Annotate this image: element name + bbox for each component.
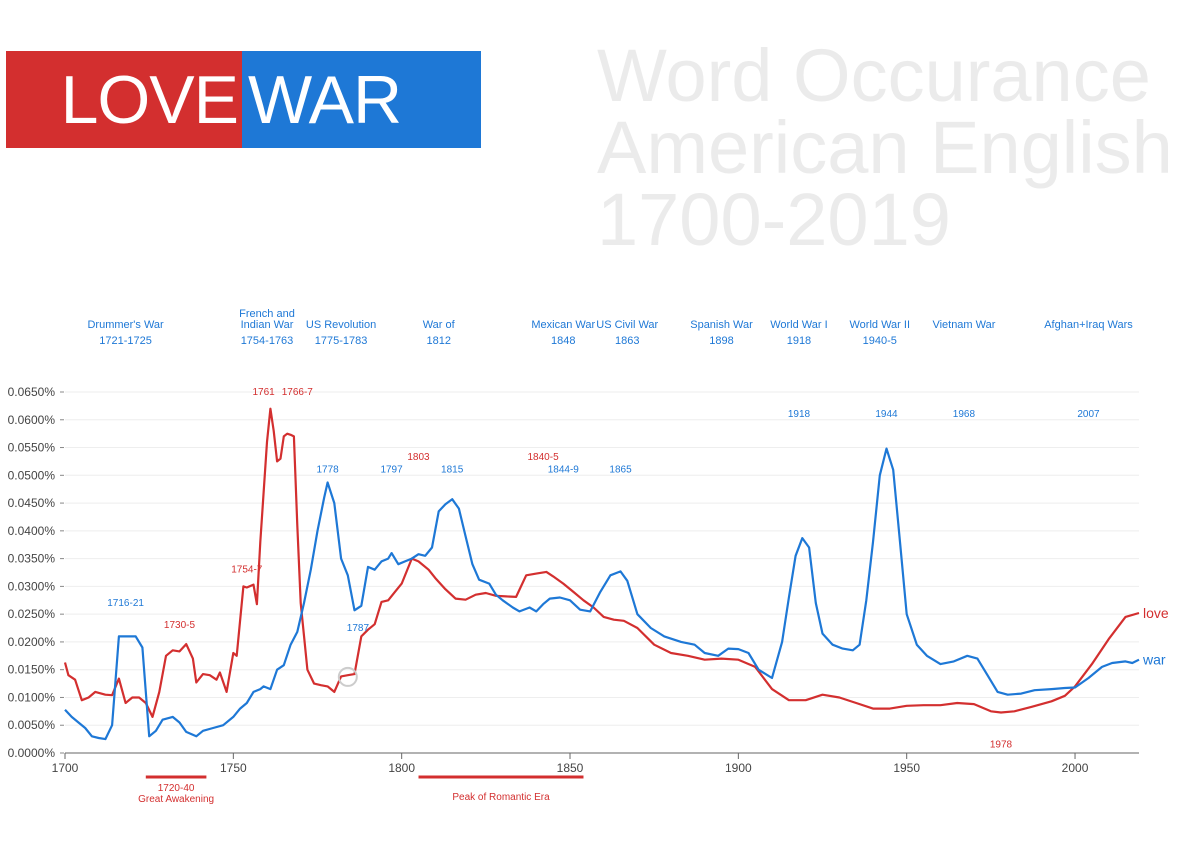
peak-annotation: 1797 (380, 465, 403, 476)
peak-annotation: 1918 (788, 409, 811, 420)
y-tick-label: 0.0550% (8, 441, 56, 455)
logo-love-text: LOVE (60, 61, 239, 138)
war-header-name: US Revolution (306, 319, 376, 331)
y-tick-label: 0.0300% (8, 579, 56, 593)
series-line-war (64, 447, 1140, 741)
series-label-love: love (1143, 605, 1169, 621)
peak-annotation: 1766-7 (282, 387, 314, 398)
period-label: Peak of Romantic Era (452, 792, 550, 803)
logo-war-block: WAR (242, 51, 481, 148)
war-header-year: 1721-1725 (99, 335, 152, 347)
y-tick-label: 0.0450% (8, 496, 56, 510)
peak-annotation: 1778 (316, 465, 339, 476)
y-tick-label: 0.0100% (8, 690, 56, 704)
war-header-year: 1848 (551, 335, 575, 347)
series-line-love (63, 407, 1140, 718)
y-tick-label: 0.0600% (8, 413, 56, 427)
y-tick-label: 0.0650% (8, 385, 56, 399)
y-tick-label: 0.0350% (8, 552, 56, 566)
y-tick-label: 0.0200% (8, 635, 56, 649)
peak-annotation: 1730-5 (164, 620, 196, 631)
y-tick-label: 0.0050% (8, 718, 56, 732)
y-tick-label: 0.0400% (8, 524, 56, 538)
page-title: Word Occurance American English 1700-201… (597, 34, 1197, 261)
peak-annotation: 1803 (407, 452, 430, 463)
y-tick-label: 0.0250% (8, 607, 56, 621)
peak-annotation: 1815 (441, 465, 464, 476)
war-header-year: 1898 (709, 335, 733, 347)
peak-annotation: 1787 (347, 623, 370, 634)
x-tick-label: 1950 (893, 761, 920, 775)
war-header-name: Indian War (241, 319, 294, 331)
peak-annotation: 1865 (609, 465, 632, 476)
peak-annotation: 1716-21 (107, 598, 144, 609)
logo-war-text: WAR (248, 61, 402, 138)
peak-annotation: 2007 (1077, 409, 1100, 420)
period-label: 1720-40 (158, 783, 195, 794)
x-tick-label: 2000 (1062, 761, 1089, 775)
x-tick-label: 1900 (725, 761, 752, 775)
x-tick-label: 1800 (388, 761, 415, 775)
title-line: 1700-2019 (597, 178, 951, 261)
x-tick-label: 1750 (220, 761, 247, 775)
peak-annotation: 1944 (875, 409, 898, 420)
war-header-name: World War I (770, 319, 827, 331)
war-header-name: Spanish War (690, 319, 753, 331)
war-header-name: Vietnam War (932, 319, 995, 331)
peak-annotation: 1978 (990, 739, 1013, 750)
war-header-name: Drummer's War (87, 319, 164, 331)
peak-annotation: 1761 (253, 387, 276, 398)
period-label: Great Awakening (138, 794, 214, 805)
peak-annotation: 1968 (953, 409, 976, 420)
war-header-name: World War II (850, 319, 911, 331)
war-header-name: War of (423, 319, 456, 331)
title-line: American English (597, 106, 1173, 189)
title-line: Word Occurance (597, 34, 1151, 117)
war-header-year: 1918 (787, 335, 811, 347)
war-header-name: Afghan+Iraq Wars (1044, 319, 1133, 331)
war-header-name: Mexican War (531, 319, 595, 331)
war-header-name: French and (239, 308, 295, 320)
peak-annotation: 1840-5 (528, 452, 560, 463)
y-tick-label: 0.0150% (8, 663, 56, 677)
peak-annotation: 1754-7 (231, 565, 263, 576)
war-header-name: US Civil War (596, 319, 658, 331)
y-tick-label: 0.0500% (8, 468, 56, 482)
war-header-year: 1812 (426, 335, 450, 347)
war-header-year: 1754-1763 (241, 335, 294, 347)
x-tick-label: 1850 (557, 761, 584, 775)
war-header-year: 1775-1783 (315, 335, 368, 347)
series-label-war: war (1142, 652, 1166, 668)
logo-love-block: LOVE (6, 51, 242, 148)
y-tick-label: 0.0000% (8, 746, 56, 760)
peak-annotation: 1844-9 (548, 465, 580, 476)
x-tick-label: 1700 (52, 761, 79, 775)
war-header-year: 1863 (615, 335, 639, 347)
hover-marker (337, 666, 358, 687)
war-header-year: 1940-5 (863, 335, 897, 347)
